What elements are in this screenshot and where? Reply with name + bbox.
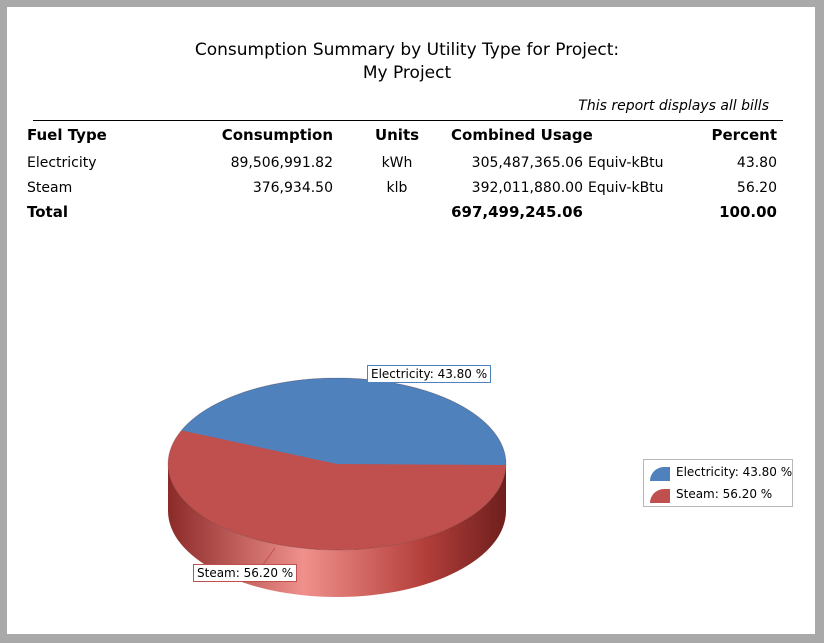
report-title: Consumption Summary by Utility Type for … (194, 40, 620, 60)
header-combined-usage: Combined Usage (451, 126, 593, 144)
pie-slice-electricity (181, 377, 506, 466)
row-steam-combined-units: Equiv-kBtu (588, 180, 664, 196)
total-label: Total (27, 203, 68, 221)
row-steam-units: klb (386, 180, 408, 196)
legend-swatch-steam (650, 489, 670, 503)
chart-legend: Electricity: 43.80 % Steam: 56.20 % (643, 459, 793, 507)
row-electricity-combined-units: Equiv-kBtu (588, 155, 664, 171)
pie-label-steam: Steam: 56.20 % (193, 564, 298, 582)
row-steam-percent: 56.20 (736, 180, 777, 196)
row-steam-combined-usage: 392,011,880.00 (471, 180, 583, 196)
pie-side-wall (168, 464, 506, 597)
row-electricity-percent: 43.80 (736, 155, 777, 171)
row-steam-fuel-type: Steam (27, 180, 73, 196)
leader-line-steam (261, 547, 276, 567)
legend-label-electricity: Electricity: 43.80 % (676, 465, 793, 479)
row-electricity-fuel-type: Electricity (27, 155, 97, 171)
legend-label-steam: Steam: 56.20 % (676, 487, 773, 501)
leader-line-electricity (391, 381, 406, 399)
total-percent: 100.00 (719, 203, 777, 221)
row-electricity-units: kWh (381, 155, 413, 171)
row-electricity-combined-usage: 305,487,365.06 (471, 155, 583, 171)
legend-swatch-electricity (650, 467, 670, 481)
header-fuel-type: Fuel Type (27, 126, 107, 144)
row-electricity-consumption: 89,506,991.82 (230, 155, 333, 171)
header-percent: Percent (711, 126, 777, 144)
pie-label-electricity: Electricity: 43.80 % (367, 365, 492, 383)
total-combined-usage: 697,499,245.06 (451, 203, 583, 221)
header-consumption: Consumption (221, 126, 333, 144)
report-note: This report displays all bills (578, 98, 769, 114)
pie-top-outline (167, 377, 507, 551)
row-steam-consumption: 376,934.50 (252, 180, 333, 196)
header-units: Units (374, 126, 420, 144)
project-name: My Project (362, 63, 452, 83)
header-divider (33, 120, 783, 121)
